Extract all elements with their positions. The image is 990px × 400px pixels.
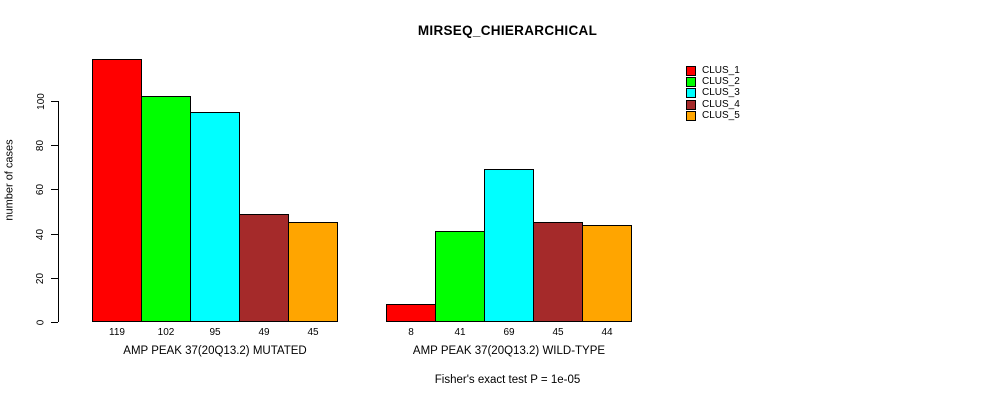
group-label: AMP PEAK 37(20Q13.2) WILD-TYPE — [412, 345, 606, 357]
y-tick-label: 80 — [33, 130, 49, 160]
y-axis-label-text: number of cases — [4, 139, 17, 221]
legend-label: CLUS_3 — [702, 87, 740, 99]
legend-item: CLUS_2 — [686, 76, 740, 87]
bar-value-label: 44 — [601, 327, 613, 338]
legend-item: CLUS_4 — [686, 99, 740, 110]
legend-swatch — [686, 65, 696, 76]
bar-clus_5-group2 — [582, 225, 632, 322]
bar-clus_2-group2 — [435, 231, 485, 322]
bar-clus_2-group1 — [141, 96, 191, 322]
y-tick-label-text: 100 — [35, 92, 47, 110]
legend-item: CLUS_5 — [686, 110, 740, 121]
legend-label: CLUS_1 — [702, 64, 740, 76]
bar-value-label: 45 — [552, 327, 564, 338]
legend: CLUS_1 CLUS_2 CLUS_3 CLUS_4 CLUS_5 — [686, 65, 740, 121]
legend-item: CLUS_3 — [686, 88, 740, 99]
y-tick — [51, 278, 58, 279]
legend-swatch — [686, 99, 696, 110]
y-tick-label: 100 — [33, 86, 49, 116]
bar-clus_3-group1 — [190, 112, 240, 322]
chart-title: MIRSEQ_CHIERARCHICAL — [417, 23, 598, 38]
y-tick-label-text: 60 — [35, 183, 47, 195]
bar-value-label: 119 — [109, 327, 125, 338]
y-axis-line — [58, 101, 59, 322]
footnote-fisher-test: Fisher's exact test P = 1e-05 — [434, 374, 581, 386]
y-tick — [51, 189, 58, 190]
bar-clus_3-group2 — [484, 169, 534, 322]
bar-value-label: 45 — [307, 327, 319, 338]
group-label: AMP PEAK 37(20Q13.2) MUTATED — [123, 345, 307, 357]
y-tick-label: 60 — [33, 174, 49, 204]
bar-value-label: 95 — [209, 327, 221, 338]
y-tick-label-text: 80 — [35, 139, 47, 151]
bar-value-label: 49 — [258, 327, 270, 338]
legend-swatch — [686, 110, 696, 121]
legend-label: CLUS_4 — [702, 98, 740, 110]
y-tick-label-text: 20 — [35, 272, 47, 284]
legend-label: CLUS_2 — [702, 75, 740, 87]
bar-value-label: 69 — [503, 327, 515, 338]
bar-clus_4-group1 — [239, 214, 289, 322]
legend-label: CLUS_5 — [702, 109, 740, 121]
legend-item: CLUS_1 — [686, 65, 740, 76]
bar-value-label: 41 — [454, 327, 466, 338]
legend-swatch — [686, 76, 696, 87]
y-tick-label: 20 — [33, 263, 49, 293]
y-axis-label: number of cases — [1, 85, 19, 275]
y-tick — [51, 234, 58, 235]
y-tick-label-text: 40 — [35, 228, 47, 240]
bar-clus_5-group1 — [288, 222, 338, 322]
bar-value-label: 8 — [408, 327, 414, 338]
bar-clus_1-group1 — [92, 59, 142, 322]
y-tick — [51, 145, 58, 146]
y-tick-label: 0 — [33, 307, 49, 337]
bar-clus_1-group2 — [386, 304, 436, 322]
legend-swatch — [686, 88, 696, 99]
bar-value-label: 102 — [157, 327, 175, 338]
y-tick — [51, 101, 58, 102]
y-tick-label: 40 — [33, 219, 49, 249]
bar-clus_4-group2 — [533, 222, 583, 322]
y-tick — [51, 322, 58, 323]
y-tick-label-text: 0 — [35, 319, 47, 325]
